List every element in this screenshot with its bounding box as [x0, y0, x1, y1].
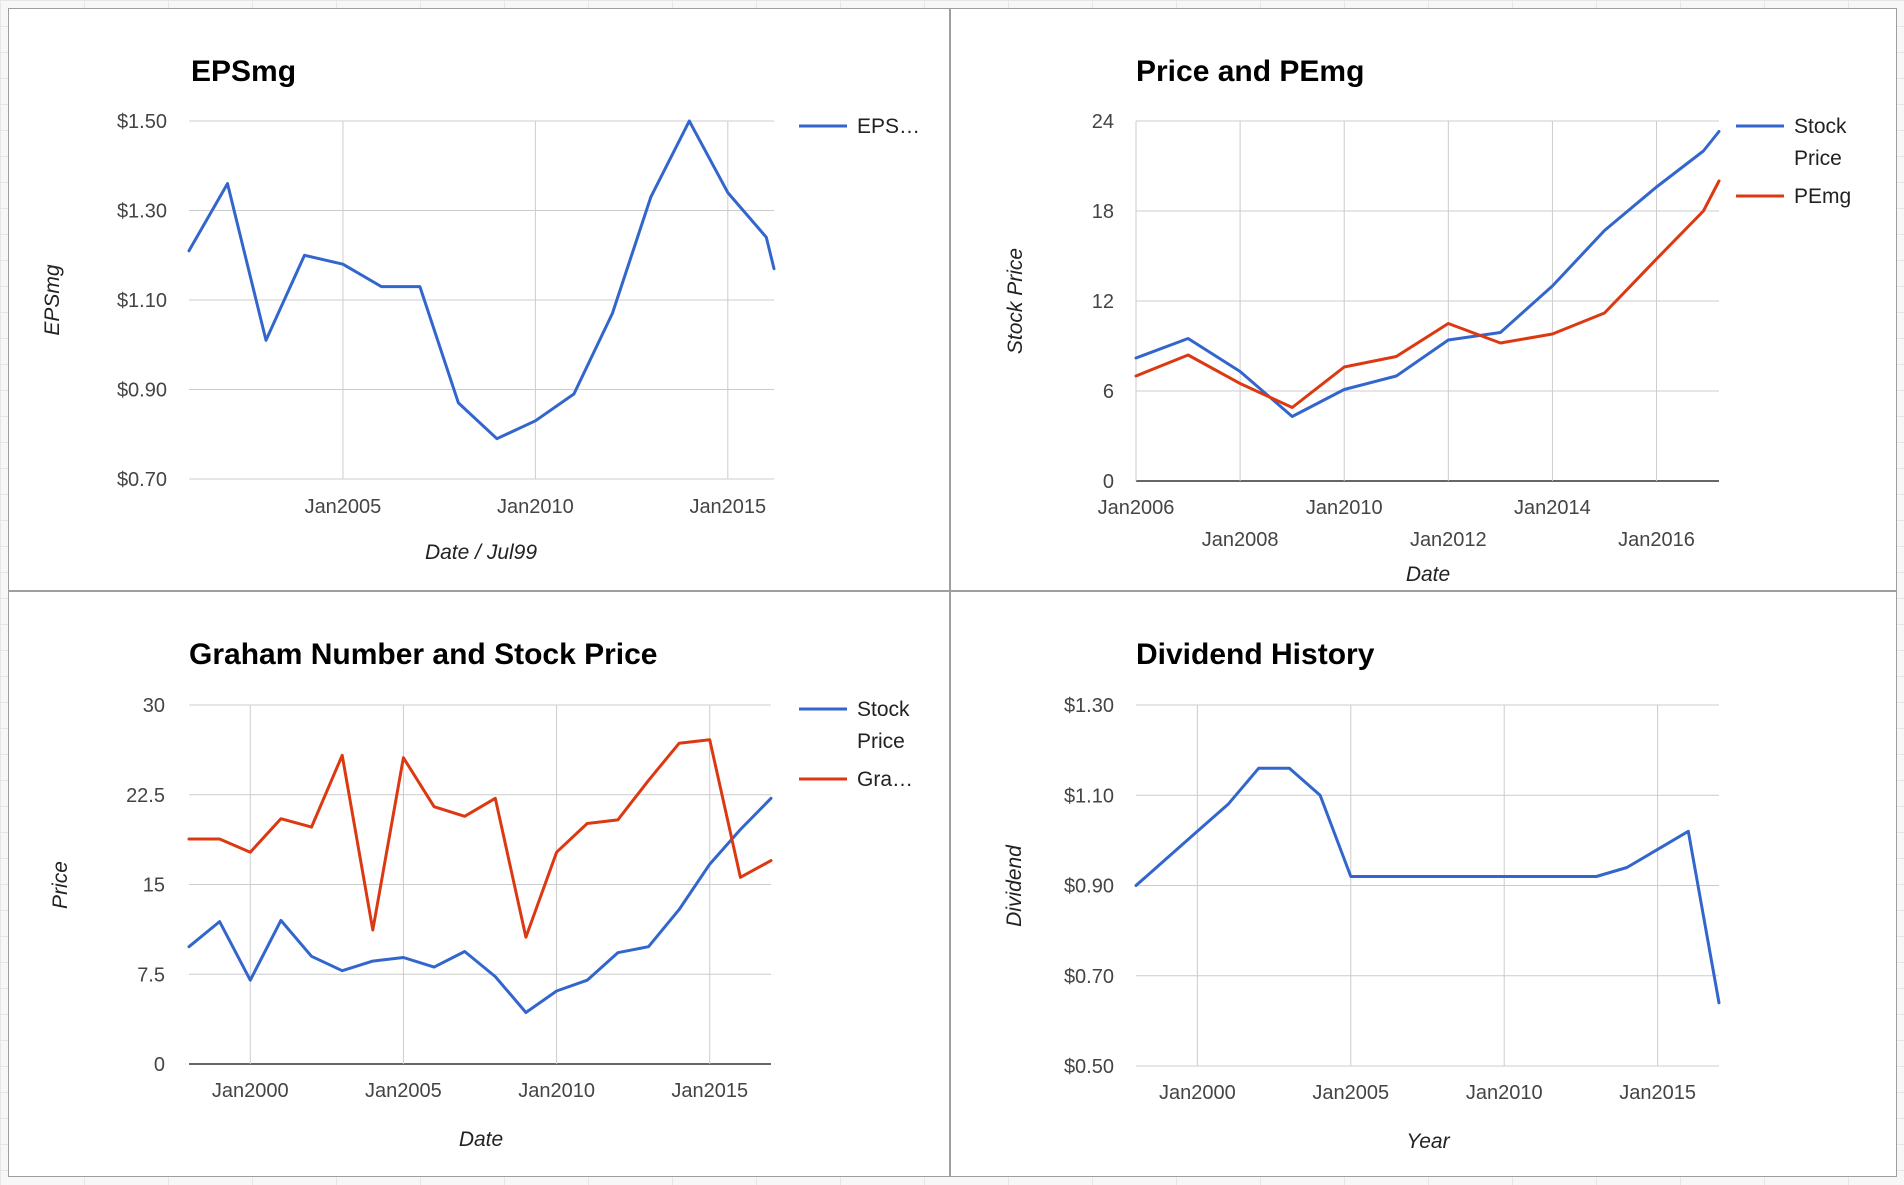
legend-label-line: Price	[1794, 147, 1842, 170]
x-axis-label: Date	[459, 1128, 503, 1151]
dividend-history-chart-panel: $0.50 $0.70 $0.90 $1.10 $1.30 Jan2000 Jan2005 J…	[950, 591, 1897, 1177]
chart-title: Price and PEmg	[1136, 55, 1364, 88]
x-tick-label: Jan2010	[518, 1080, 595, 1102]
x-axis-label: Date	[1406, 563, 1450, 586]
series-line-pemg	[1134, 179, 1721, 409]
x-axis-label: Date / Jul99	[425, 541, 537, 564]
x-tick-label: Jan2015	[1619, 1082, 1696, 1104]
y-tick-label: 30	[143, 695, 165, 717]
x-axis-label: Year	[1406, 1130, 1450, 1153]
series-line-stock-price	[187, 796, 773, 1014]
y-axis-label: Dividend	[1003, 844, 1026, 927]
x-tick-label: Jan2005	[365, 1080, 442, 1102]
y-tick-label: $0.70	[117, 469, 167, 491]
legend-label: EPS…	[857, 115, 920, 138]
epsmg-chart: $0.70 $0.90 $1.10 $1.30 $1.50 Jan2005 Jan2010 J…	[41, 55, 920, 564]
y-axis-label: Stock Price	[1004, 248, 1027, 354]
dividend-history-chart: $0.50 $0.70 $0.90 $1.10 $1.30 Jan2000 Jan2005 J…	[1003, 638, 1721, 1153]
x-tick-label: Jan2010	[497, 496, 574, 518]
graham-number-chart: 0 7.5 15 22.5 30 Jan2000 Jan2005 Jan2010 Jan2015…	[49, 638, 913, 1151]
legend-label-line: Price	[857, 730, 905, 753]
y-tick-label: $1.30	[1064, 695, 1114, 717]
x-tick-label: Jan2016	[1618, 529, 1695, 551]
y-tick-label: 15	[143, 875, 165, 897]
x-tick-label: Jan2010	[1466, 1082, 1543, 1104]
graham-number-chart-panel: 0 7.5 15 22.5 30 Jan2000 Jan2005 Jan2010 Jan2015…	[8, 591, 950, 1177]
legend-label-line: Stock	[857, 698, 910, 721]
series-line-stock-price	[1134, 130, 1721, 418]
x-tick-label: Jan2008	[1202, 529, 1279, 551]
chart-title: EPSmg	[191, 55, 296, 88]
x-tick-label: Jan2005	[1312, 1082, 1389, 1104]
y-tick-label: 24	[1092, 111, 1114, 133]
y-tick-label: 12	[1092, 291, 1114, 313]
y-tick-label: 0	[1103, 471, 1114, 493]
series-line-dividend	[1134, 766, 1721, 1005]
price-pemg-chart-panel: 0 6 12 18 24 Jan2006 Jan2008 Jan2010 Jan2012 Jan2…	[950, 8, 1897, 591]
y-tick-label: $1.10	[117, 290, 167, 312]
y-tick-label: 18	[1092, 201, 1114, 223]
chart-title: Graham Number and Stock Price	[189, 638, 658, 671]
y-tick-label: $0.70	[1064, 966, 1114, 988]
y-tick-label: $0.90	[1064, 876, 1114, 898]
legend-label: Stock Price	[1794, 115, 1847, 170]
y-tick-label: 0	[154, 1054, 165, 1076]
x-tick-label: Jan2010	[1306, 497, 1383, 519]
y-tick-label: $1.10	[1064, 785, 1114, 807]
x-tick-label: Jan2005	[305, 496, 382, 518]
y-axis-label: EPSmg	[41, 264, 64, 336]
legend-label: PEmg	[1794, 185, 1851, 208]
y-tick-label: 7.5	[137, 964, 165, 986]
y-tick-label: $0.90	[117, 380, 167, 402]
x-tick-label: Jan2015	[689, 496, 766, 518]
y-axis-label: Price	[49, 861, 72, 909]
y-tick-label: 22.5	[126, 785, 165, 807]
y-tick-label: $1.50	[117, 111, 167, 133]
x-tick-label: Jan2012	[1410, 529, 1487, 551]
y-tick-label: $0.50	[1064, 1056, 1114, 1078]
series-line-gra	[187, 738, 773, 939]
series-line-eps	[187, 119, 776, 441]
chart-title: Dividend History	[1136, 638, 1375, 671]
legend-label: Stock Price	[857, 698, 910, 753]
x-tick-label: Jan2014	[1514, 497, 1591, 519]
x-tick-label: Jan2015	[671, 1080, 748, 1102]
x-tick-label: Jan2000	[1159, 1082, 1236, 1104]
y-tick-label: 6	[1103, 381, 1114, 403]
legend-label: Gra…	[857, 768, 913, 791]
x-tick-label: Jan2000	[212, 1080, 289, 1102]
price-pemg-chart: 0 6 12 18 24 Jan2006 Jan2008 Jan2010 Jan2012 Jan2…	[1004, 55, 1851, 586]
y-tick-label: $1.30	[117, 201, 167, 223]
epsmg-chart-panel: $0.70 $0.90 $1.10 $1.30 $1.50 Jan2005 Jan2010 J…	[8, 8, 950, 591]
x-tick-label: Jan2006	[1098, 497, 1175, 519]
legend-label-line: Stock	[1794, 115, 1847, 138]
